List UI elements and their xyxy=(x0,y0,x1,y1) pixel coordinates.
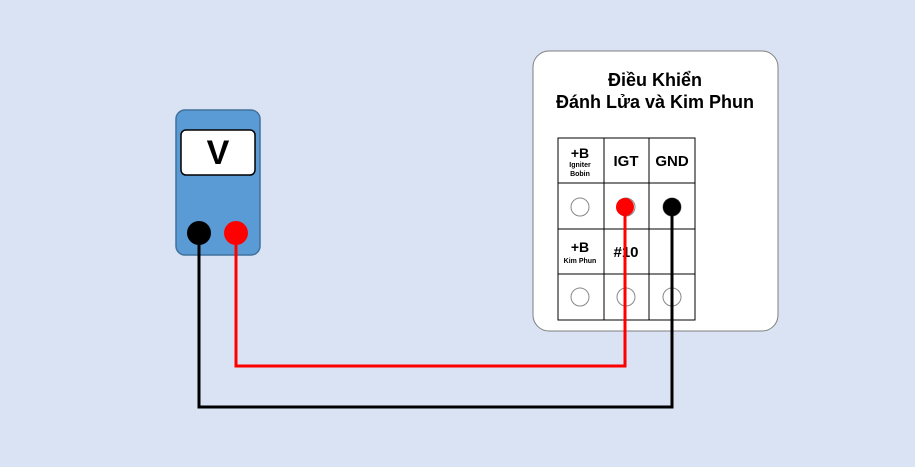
voltmeter-display xyxy=(180,129,256,176)
red-wire xyxy=(234,207,627,368)
pin-label-gnd: GND xyxy=(655,153,689,170)
pin-label-b-igniter: +B xyxy=(571,145,589,161)
black-wire xyxy=(197,207,674,409)
red-probe-tip xyxy=(616,198,634,216)
black-probe-tip xyxy=(663,198,681,216)
ecu-module: Điều Khiển Đánh Lửa và Kim Phun +B Ignit… xyxy=(532,50,779,332)
ecu-box xyxy=(532,50,779,332)
pin-sublabel-bobin: Bobin xyxy=(570,171,590,178)
ecu-title-line1: Điều Khiển xyxy=(608,70,702,90)
voltmeter: V xyxy=(175,109,261,256)
pin-sublabel-igniter: Igniter xyxy=(569,162,591,169)
ecu-title-line2: Đánh Lửa và Kim Phun xyxy=(556,92,754,112)
pin-b-injector xyxy=(570,287,590,307)
pin-label-b-injector: +B xyxy=(571,239,589,255)
voltmeter-display-label: V xyxy=(207,134,230,172)
pin-label-igt: IGT xyxy=(614,153,639,170)
pin-b-igniter xyxy=(570,197,590,217)
pin-sublabel-kim-phun: Kim Phun xyxy=(564,258,597,265)
